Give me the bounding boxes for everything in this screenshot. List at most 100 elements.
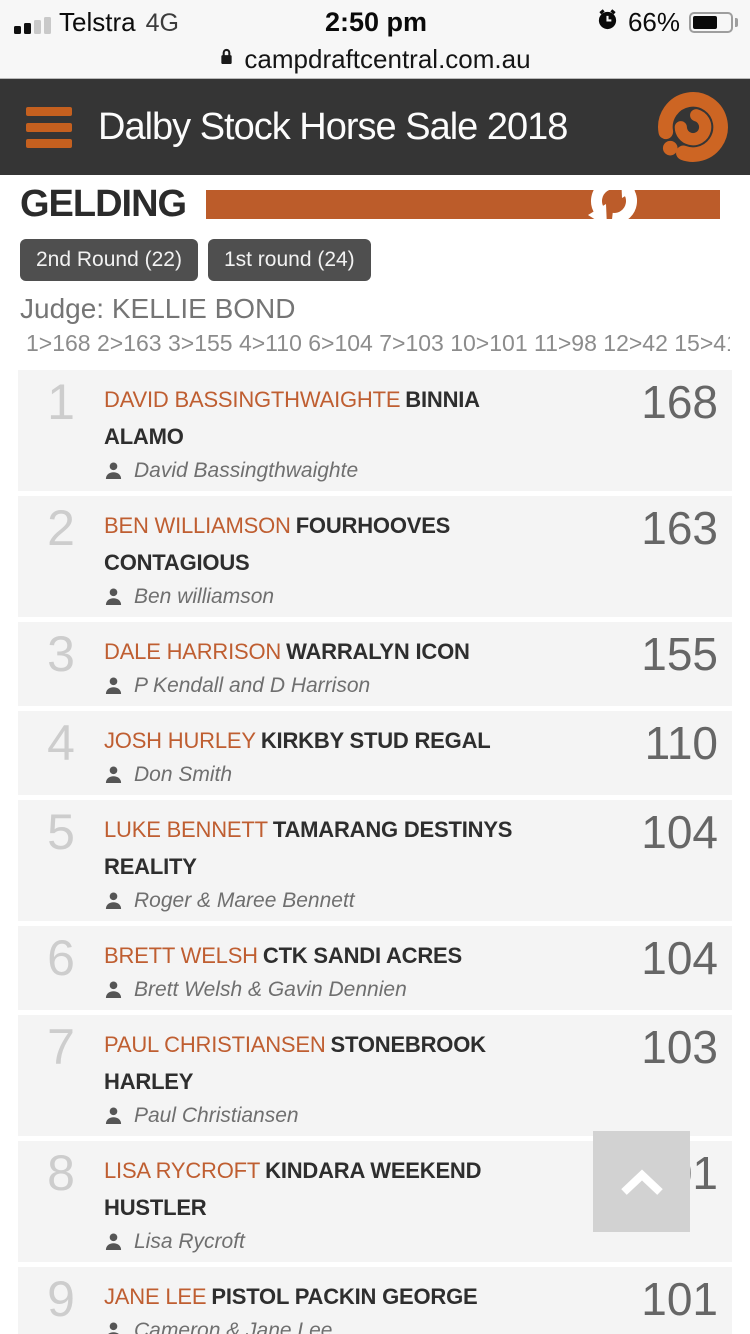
rider-name[interactable]: DALE HARRISON [104, 639, 282, 664]
refresh-icon[interactable] [586, 173, 642, 229]
owner-line: Cameron & Jane Lee [104, 1316, 559, 1334]
spiral-logo-icon [658, 92, 728, 162]
owner-line: Brett Welsh & Gavin Dennien [104, 975, 559, 1004]
section-title: GELDING [20, 183, 187, 225]
entry-title: JOSH HURLEY KIRKBY STUD REGAL [104, 722, 559, 759]
signal-strength-icon [14, 16, 51, 38]
owner-name: Paul Christiansen [134, 1104, 299, 1127]
judge-label: Judge: KELLIE BOND [20, 293, 296, 324]
horse-name: BINNIA ALAMO [104, 387, 480, 449]
owner-name: David Bassingthwaighte [134, 459, 359, 482]
entry-title: LISA RYCROFT KINDARA WEEKEND HUSTLER [104, 1152, 559, 1226]
score-value: 168 [641, 376, 718, 428]
rider-name[interactable]: JOSH HURLEY [104, 728, 256, 753]
result-row[interactable]: 5 LUKE BENNETT TAMARANG DESTINYS REALITY … [18, 800, 732, 921]
person-icon [105, 588, 122, 606]
horse-name: STONEBROOK HARLEY [104, 1032, 486, 1094]
result-row[interactable]: 3 DALE HARRISON WARRALYN ICON P Kendall a… [18, 622, 732, 706]
horse-name: WARRALYN ICON [286, 639, 470, 664]
owner-line: Don Smith [104, 760, 559, 789]
place-number: 6 [47, 930, 75, 986]
owner-line: Ben williamson [104, 582, 559, 611]
result-row[interactable]: 6 BRETT WELSH CTK SANDI ACRES Brett Welsh… [18, 926, 732, 1010]
rider-name[interactable]: LUKE BENNETT [104, 817, 268, 842]
owner-line: David Bassingthwaighte [104, 456, 559, 485]
place-number: 9 [47, 1271, 75, 1327]
person-icon [105, 462, 122, 480]
app-logo[interactable] [654, 88, 732, 166]
score-value: 163 [641, 502, 718, 554]
result-row[interactable]: 4 JOSH HURLEY KIRKBY STUD REGAL Don Smith… [18, 711, 732, 795]
owner-name: Cameron & Jane Lee [134, 1319, 333, 1334]
rider-name[interactable]: BEN WILLIAMSON [104, 513, 291, 538]
score-value: 104 [641, 932, 718, 984]
person-icon [105, 1107, 122, 1125]
battery-percentage: 66% [627, 6, 680, 37]
section-accent-bar [206, 175, 720, 227]
place-number: 5 [47, 804, 75, 860]
owner-line: Lisa Rycroft [104, 1227, 559, 1256]
person-icon [105, 1233, 122, 1251]
owner-name: P Kendall and D Harrison [134, 674, 371, 697]
section-head: GELDING [20, 175, 720, 227]
person-icon [105, 892, 122, 910]
owner-line: Paul Christiansen [104, 1101, 559, 1130]
score-value: 155 [641, 628, 718, 680]
place-number: 3 [47, 626, 75, 682]
rider-name[interactable]: DAVID BASSINGTHWAIGHTE [104, 387, 401, 412]
url-bar[interactable]: campdraftcentral.com.au [0, 40, 750, 78]
place-number: 1 [47, 374, 75, 430]
place-number: 7 [47, 1019, 75, 1075]
lock-icon [219, 47, 234, 71]
horse-name: TAMARANG DESTINYS REALITY [104, 817, 513, 879]
owner-name: Lisa Rycroft [134, 1230, 245, 1253]
place-number: 8 [47, 1145, 75, 1201]
scores-summary: 1>168 2>163 3>155 4>110 6>104 7>103 10>1… [26, 330, 730, 356]
status-bar: Telstra 4G 2:50 pm 66% [0, 0, 750, 79]
person-icon [105, 677, 122, 695]
owner-line: P Kendall and D Harrison [104, 671, 559, 700]
result-row[interactable]: 2 BEN WILLIAMSON FOURHOOVES CONTAGIOUS Be… [18, 496, 732, 617]
alarm-icon [596, 8, 619, 36]
horse-name: FOURHOOVES CONTAGIOUS [104, 513, 451, 575]
page-title: Dalby Stock Horse Sale 2018 [98, 105, 568, 148]
horse-name: KINDARA WEEKEND HUSTLER [104, 1158, 482, 1220]
rider-name[interactable]: PAUL CHRISTIANSEN [104, 1032, 326, 1057]
battery-icon [689, 11, 733, 33]
horse-name: PISTOL PACKIN GEORGE [211, 1284, 478, 1309]
app-header: Dalby Stock Horse Sale 2018 [0, 79, 750, 175]
result-row[interactable]: 1 DAVID BASSINGTHWAIGHTE BINNIA ALAMO Dav… [18, 370, 732, 491]
place-number: 4 [47, 715, 75, 771]
scroll-to-top-button[interactable] [593, 1131, 690, 1232]
place-number: 2 [47, 500, 75, 556]
menu-button[interactable] [26, 106, 72, 148]
battery-nub [735, 17, 738, 27]
owner-name: Don Smith [134, 763, 233, 786]
results-list: 1 DAVID BASSINGTHWAIGHTE BINNIA ALAMO Dav… [18, 370, 732, 1334]
url-text: campdraftcentral.com.au [244, 43, 531, 74]
carrier-label: Telstra [59, 6, 136, 37]
owner-name: Brett Welsh & Gavin Dennien [134, 978, 407, 1001]
entry-title: JANE LEE PISTOL PACKIN GEORGE [104, 1278, 559, 1315]
result-row[interactable]: 9 JANE LEE PISTOL PACKIN GEORGE Cameron &… [18, 1267, 732, 1334]
score-value: 101 [641, 1273, 718, 1325]
entry-title: PAUL CHRISTIANSEN STONEBROOK HARLEY [104, 1026, 559, 1100]
rider-name[interactable]: JANE LEE [104, 1284, 207, 1309]
result-row[interactable]: 7 PAUL CHRISTIANSEN STONEBROOK HARLEY Pau… [18, 1015, 732, 1136]
entry-title: BEN WILLIAMSON FOURHOOVES CONTAGIOUS [104, 507, 559, 581]
tab-2nd-round[interactable]: 2nd Round (22) [20, 239, 198, 281]
score-value: 103 [641, 1021, 718, 1073]
rider-name[interactable]: LISA RYCROFT [104, 1158, 261, 1183]
round-tabs: 2nd Round (22) 1st round (24) [20, 239, 730, 281]
chevron-up-icon [620, 1168, 663, 1195]
rider-name[interactable]: BRETT WELSH [104, 943, 258, 968]
person-icon [108, 1322, 119, 1334]
entry-title: LUKE BENNETT TAMARANG DESTINYS REALITY [104, 811, 559, 885]
network-type-label: 4G [145, 8, 179, 37]
entry-title: DALE HARRISON WARRALYN ICON [104, 633, 559, 670]
owner-name: Roger & Maree Bennett [134, 889, 355, 912]
person-icon [105, 981, 122, 999]
tab-1st-round[interactable]: 1st round (24) [207, 239, 371, 281]
owner-name: Ben williamson [134, 585, 275, 608]
person-icon [105, 766, 122, 784]
